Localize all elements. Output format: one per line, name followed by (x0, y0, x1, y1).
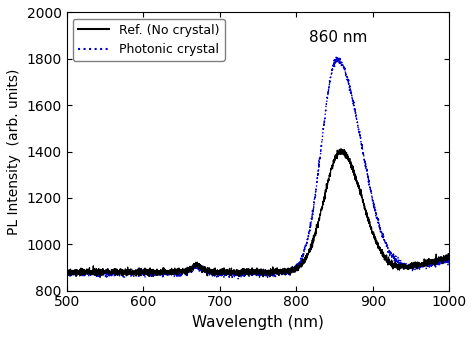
Photonic crystal (227, 275, 233, 279)
Y-axis label: PL Intensity  (arb. units): PL Intensity (arb. units) (7, 68, 21, 235)
Photonic crystal (130, 270, 136, 274)
Line: Ref. (No crystal): Ref. (No crystal) (67, 149, 449, 277)
Ref. (No crystal) (447, 255, 452, 259)
Ref. (No crystal) (211, 274, 217, 278)
Ref. (No crystal) (228, 270, 233, 274)
Ref. (No crystal) (439, 256, 445, 260)
Line: Photonic crystal: Photonic crystal (67, 57, 449, 279)
Photonic crystal (210, 271, 216, 275)
Photonic crystal (439, 261, 445, 265)
Photonic crystal (335, 55, 340, 59)
Ref. (No crystal) (398, 262, 404, 266)
Ref. (No crystal) (338, 147, 344, 151)
X-axis label: Wavelength (nm): Wavelength (nm) (192, 315, 324, 330)
Photonic crystal (108, 273, 113, 277)
Text: 860 nm: 860 nm (309, 30, 368, 45)
Ref. (No crystal) (108, 271, 113, 275)
Ref. (No crystal) (64, 269, 70, 273)
Photonic crystal (64, 271, 70, 275)
Photonic crystal (229, 277, 235, 281)
Photonic crystal (447, 256, 452, 260)
Photonic crystal (398, 263, 404, 267)
Ref. (No crystal) (130, 269, 136, 273)
Legend: Ref. (No crystal), Photonic crystal: Ref. (No crystal), Photonic crystal (73, 19, 225, 61)
Ref. (No crystal) (97, 275, 103, 279)
